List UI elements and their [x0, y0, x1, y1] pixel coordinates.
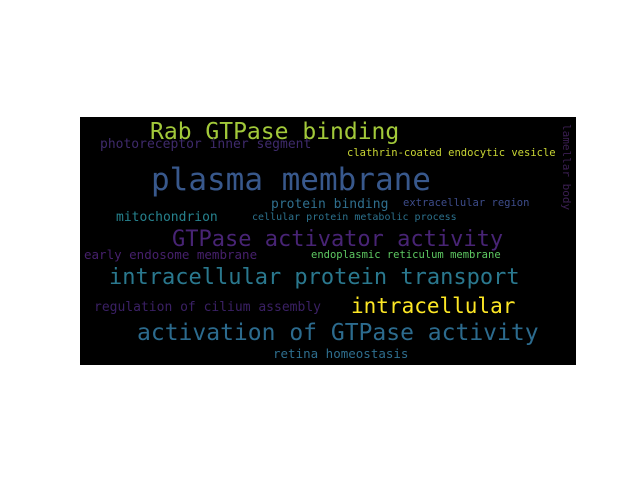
- word-regulation-of-cilium-assembly: regulation of cilium assembly: [94, 300, 321, 315]
- word-retina-homeostasis: retina homeostasis: [273, 346, 409, 361]
- word-photoreceptor-inner-segment: photoreceptor inner segment: [100, 137, 312, 152]
- word-rab-gtpase-binding: Rab GTPase binding: [150, 119, 400, 145]
- word-intracellular-protein-transport: intracellular protein transport: [109, 265, 520, 290]
- word-activation-of-gtpase-activity: activation of GTPase activity: [137, 320, 539, 346]
- word-cellular-protein-metabolic-process: cellular protein metabolic process: [252, 212, 457, 223]
- word-extracellular-region: extracellular region: [403, 197, 530, 209]
- word-early-endosome-membrane: early endosome membrane: [84, 247, 258, 262]
- word-mitochondrion: mitochondrion: [116, 210, 218, 225]
- word-clathrin-coated-endocytic-vesicle: clathrin-coated endocytic vesicle: [347, 147, 556, 159]
- word-plasma-membrane: plasma membrane: [151, 162, 431, 198]
- word-gtpase-activator-activity: GTPase activator activity: [172, 227, 504, 252]
- word-endoplasmic-reticulum-membrane: endoplasmic reticulum membrane: [311, 249, 501, 261]
- word-intracellular: intracellular: [351, 294, 516, 318]
- word-protein-binding: protein binding: [271, 197, 389, 212]
- word-cloud: Rab GTPase binding lamellar body photore…: [80, 117, 576, 365]
- word-lamellar-body: lamellar body: [560, 124, 573, 211]
